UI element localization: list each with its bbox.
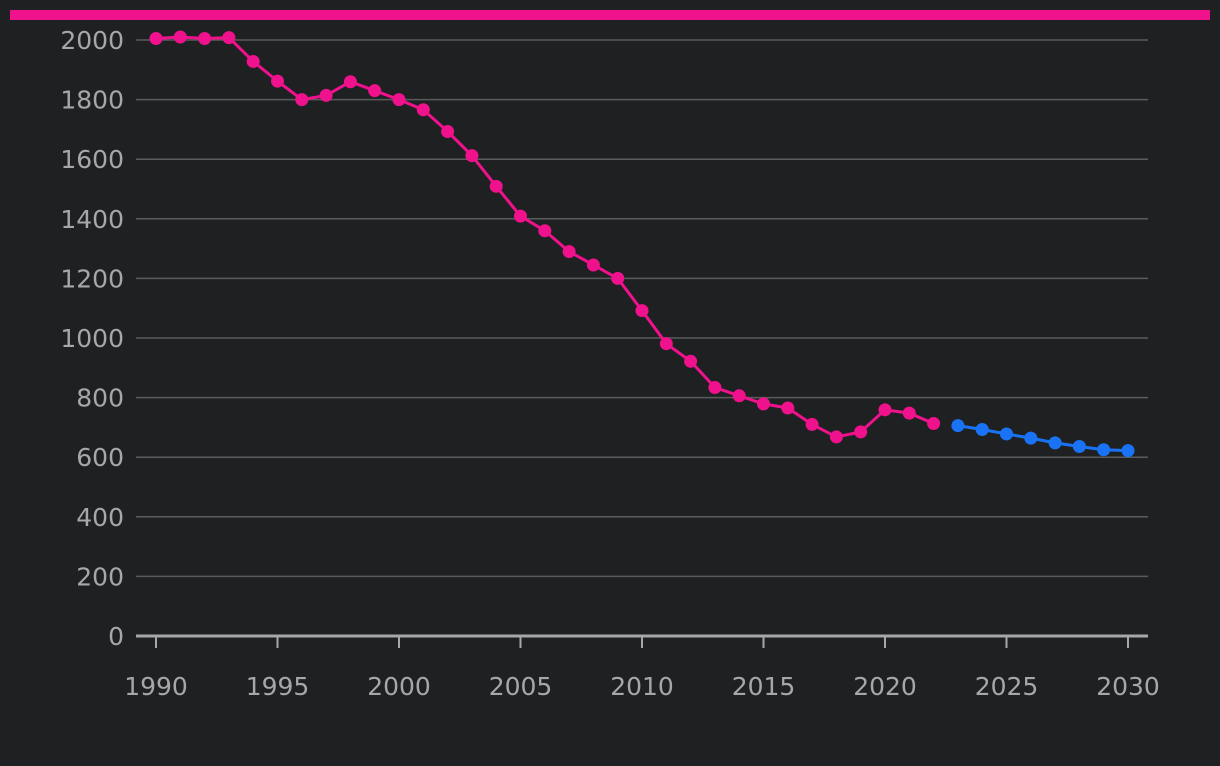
y-tick-label: 0 (108, 622, 124, 651)
y-tick-label: 1200 (60, 264, 124, 293)
data-point (441, 124, 455, 138)
y-tick-label: 1600 (60, 145, 124, 174)
y-tick-label: 1000 (60, 324, 124, 353)
data-point (927, 417, 941, 431)
data-point (1097, 443, 1111, 457)
data-point (514, 209, 527, 223)
data-point (805, 417, 819, 431)
data-point (684, 354, 698, 368)
y-tick-label: 400 (76, 503, 124, 532)
data-point (1048, 436, 1062, 450)
series-group (149, 30, 1135, 458)
data-point (659, 337, 673, 351)
y-tick-label: 1800 (60, 86, 124, 115)
data-point (392, 93, 406, 107)
data-point (854, 425, 868, 439)
x-tick-label: 1990 (124, 672, 188, 701)
data-point (757, 397, 770, 411)
y-axis: 0 200 400 600 800 1000 1200 1400 1600 1800 2000 (60, 26, 124, 651)
y-tick-label: 800 (76, 384, 124, 413)
data-point (878, 403, 892, 417)
y-tick-label: 2000 (60, 26, 124, 55)
x-tick-label: 2005 (489, 672, 553, 701)
x-tick-label: 2030 (1096, 672, 1160, 701)
data-point (635, 304, 649, 318)
data-point (708, 380, 722, 394)
data-point (1000, 427, 1013, 441)
data-point (222, 31, 236, 45)
x-tick-label: 1995 (246, 672, 310, 701)
x-tick-label: 2000 (367, 672, 431, 701)
y-tick-label: 200 (76, 562, 124, 591)
data-point (489, 179, 503, 193)
data-point (732, 389, 746, 403)
data-point (173, 30, 187, 44)
data-point (246, 54, 260, 68)
data-point (538, 224, 552, 238)
y-tick-label: 600 (76, 443, 124, 472)
data-point (465, 149, 479, 163)
data-point (951, 419, 965, 433)
data-point (1072, 439, 1086, 453)
data-point (368, 84, 382, 98)
x-tick-label: 2010 (610, 672, 674, 701)
data-point (319, 88, 333, 102)
data-point (416, 103, 430, 117)
data-point (902, 406, 916, 420)
data-point (1024, 431, 1038, 445)
data-point (343, 75, 357, 89)
data-point (611, 271, 625, 285)
y-tick-label: 1400 (60, 205, 124, 234)
x-axis: 1990 1995 2000 2005 2010 2015 2020 2025 2030 (124, 634, 1160, 701)
x-tick-label: 2025 (975, 672, 1039, 701)
top-accent-bar (10, 10, 1210, 20)
data-point (149, 32, 163, 46)
data-point (975, 422, 989, 436)
data-point (295, 93, 309, 107)
data-point (271, 74, 284, 88)
data-point (586, 258, 600, 272)
data-point (781, 401, 795, 415)
data-point (1121, 444, 1135, 458)
x-tick-label: 2015 (732, 672, 796, 701)
data-point (829, 430, 843, 444)
x-tick-label: 2020 (853, 672, 917, 701)
data-point (562, 245, 576, 259)
data-point (198, 32, 212, 46)
